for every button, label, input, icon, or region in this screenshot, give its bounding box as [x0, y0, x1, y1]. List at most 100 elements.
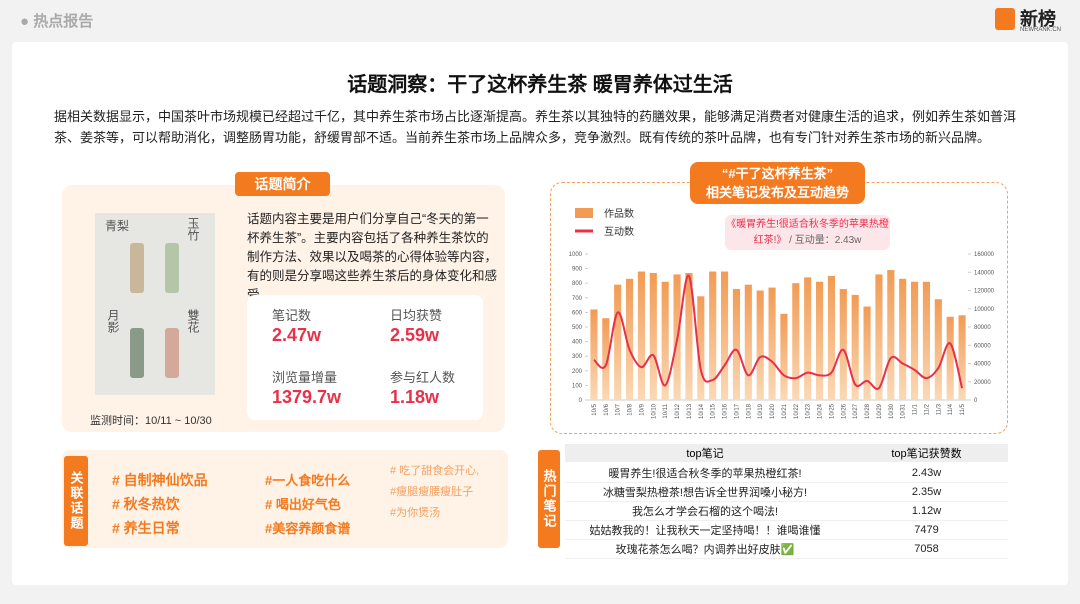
- x-tick-label: 10/8: [628, 403, 634, 415]
- header-cell: top笔记: [686, 448, 724, 460]
- bar: [851, 294, 859, 400]
- intro: 据相关数据显示，中国茶叶市场规模已经超过千亿，其中养生茶市场占比逐渐提高。养生茶…: [54, 109, 1017, 145]
- y2-tick-label: 80000: [974, 325, 991, 331]
- table-row: 玫瑰花茶怎么喝？内调养出好皮肤✅ 7058: [565, 539, 1008, 559]
- bar: [637, 271, 645, 400]
- related-topic: # 养生日常: [112, 520, 180, 536]
- annotation-box: 《暖胃养生!很适合秋冬季的苹果热橙红茶!》 / 互动量：2.43w: [725, 215, 890, 250]
- related-panel: [62, 450, 508, 548]
- x-tick-label: 10/19: [758, 403, 764, 419]
- topic-description: 话题内容主要是用户们分享自己“冬天的第一杯养生茶”。主要内容包括了各种养生茶饮的…: [247, 212, 498, 302]
- table-header: top笔记 top笔记获赞数: [565, 444, 1008, 462]
- related-topic: # 秋冬热饮: [112, 496, 180, 512]
- related-topic: # 吃了甜食会开心,: [390, 465, 480, 477]
- image-label: 月影: [106, 309, 120, 333]
- bar: [887, 270, 895, 400]
- bar: [875, 274, 883, 400]
- related-topic: # 自制神仙饮品: [112, 472, 208, 488]
- image-label: 青梨: [105, 219, 130, 233]
- x-tick-label: 10/13: [687, 403, 693, 419]
- bar: [768, 287, 776, 400]
- table-cell: 7479: [914, 523, 939, 536]
- table-cell: 暖胃养生!很适合秋冬季的苹果热橙红茶!: [608, 467, 802, 480]
- related-topic: #为你煲汤: [390, 507, 441, 519]
- bar: [602, 318, 610, 400]
- brand-icon: [995, 8, 1015, 30]
- bottle: [165, 328, 179, 378]
- x-tick-label: 10/27: [853, 403, 859, 419]
- bar: [649, 272, 657, 400]
- x-tick-label: 10/5: [592, 403, 598, 415]
- brand-en: NEWRANK.CN: [1020, 27, 1062, 33]
- stat-value: 1379.7w: [272, 387, 342, 407]
- monitor-time: 监测时间：10/11 ~ 10/30: [90, 415, 212, 427]
- bar: [626, 278, 634, 400]
- y-tick-label: 600: [572, 310, 583, 316]
- stat-label: 笔记数: [272, 308, 312, 323]
- x-tick-label: 11/5: [960, 403, 966, 415]
- stat-label: 浏览量增量: [272, 370, 338, 385]
- stat-label: 参与红人数: [390, 370, 456, 385]
- table-cell: 7058: [914, 542, 939, 555]
- y-tick-label: 700: [572, 296, 583, 302]
- bottle: [130, 243, 144, 293]
- y-tick-label: 900: [572, 267, 583, 273]
- table-row: 冰糖雪梨热橙茶!想告诉全世界润嗓小秘方! 2.35w: [565, 482, 1008, 502]
- bar: [934, 299, 942, 400]
- topic-label: 话题简介: [235, 172, 330, 196]
- chart-title: “#干了这杯养生茶”: [721, 166, 834, 181]
- bar: [827, 275, 835, 400]
- y2-tick-label: 0: [974, 398, 978, 404]
- stats-card: [247, 295, 483, 420]
- bar: [958, 315, 966, 400]
- x-tick-label: 10/9: [639, 403, 645, 415]
- x-tick-label: 10/20: [770, 403, 776, 419]
- bar: [863, 306, 871, 400]
- header-cell: top笔记获赞数: [891, 448, 962, 460]
- bar: [804, 277, 812, 400]
- topic-image: 青梨 玉竹 月影 雙花: [95, 213, 215, 395]
- table-cell: 我怎么才学会石榴的这个喝法!: [631, 505, 779, 518]
- table-cell: 1.12w: [911, 504, 942, 517]
- x-tick-label: 10/30: [889, 403, 895, 419]
- bar: [590, 309, 598, 400]
- bar: [922, 281, 930, 400]
- legend-label: 互动数: [604, 225, 634, 238]
- x-tick-label: 11/3: [936, 403, 942, 415]
- legend-swatch: [575, 208, 593, 218]
- table-row: 姑姑教我的！让我秋天一定坚持喝！！谁喝谁懂 7479: [565, 520, 1008, 540]
- y2-tick-label: 160000: [974, 252, 995, 258]
- y-tick-label: 300: [572, 354, 583, 360]
- x-tick-label: 10/31: [901, 403, 907, 419]
- y-tick-label: 400: [572, 340, 583, 346]
- stat-label: 日均获赞: [390, 308, 443, 323]
- bottle: [165, 243, 179, 293]
- related-topic: #瘦腿瘦腰瘦肚子: [390, 486, 474, 498]
- bottle: [130, 328, 144, 378]
- y2-tick-label: 100000: [974, 307, 995, 313]
- x-tick-label: 10/7: [616, 403, 622, 415]
- x-tick-label: 10/25: [829, 403, 835, 419]
- x-tick-label: 10/10: [651, 403, 657, 419]
- x-tick-label: 10/17: [734, 403, 740, 419]
- x-tick-label: 11/2: [924, 403, 930, 415]
- related-label: 关联话题: [64, 456, 88, 546]
- x-tick-label: 10/14: [699, 403, 705, 419]
- bar: [839, 289, 847, 400]
- x-tick-label: 10/22: [794, 403, 800, 419]
- bar: [816, 281, 824, 400]
- bar: [756, 290, 764, 400]
- x-tick-label: 11/1: [913, 403, 919, 415]
- y2-tick-label: 40000: [974, 362, 991, 368]
- table-row: 暖胃养生!很适合秋冬季的苹果热橙红茶! 2.43w: [565, 463, 1008, 483]
- bar: [899, 278, 907, 400]
- x-tick-label: 10/28: [865, 403, 871, 419]
- image-label: 雙花: [186, 309, 200, 333]
- stat-value: 2.59w: [390, 325, 440, 345]
- y-tick-label: 800: [572, 281, 583, 287]
- section-label: ● 热点报告: [20, 13, 94, 30]
- brand: 新榜: [1020, 9, 1056, 29]
- hot-notes-label: 热门笔记: [538, 450, 560, 548]
- y2-tick-label: 60000: [974, 343, 991, 349]
- title: 话题洞察：干了这杯养生茶 暖胃养体过生活: [347, 74, 733, 96]
